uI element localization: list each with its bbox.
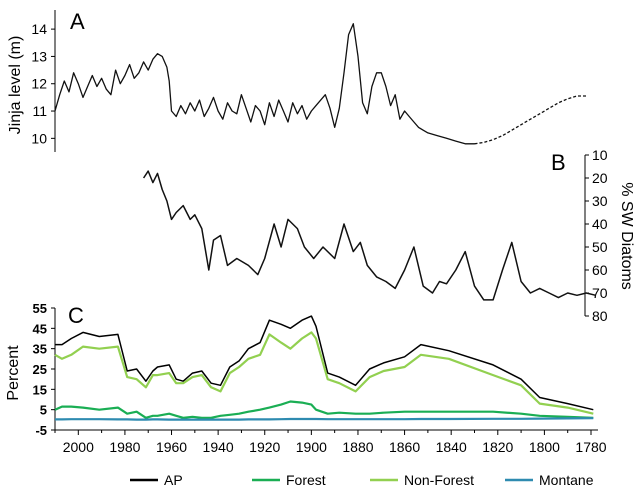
panel-c-ytick-label: 25 (33, 362, 47, 377)
panel-c-xtick-label: 1900 (296, 439, 327, 455)
legend: AP Forest Non-Forest Montane (130, 472, 594, 488)
panel-c-xtick-label: 1960 (156, 439, 187, 455)
panel-b-ytick-label: 50 (592, 239, 608, 255)
panel-c-xtick-label: 1940 (203, 439, 234, 455)
legend-label: Forest (286, 472, 326, 488)
panel-c-xtick-label: 1920 (249, 439, 280, 455)
panel-b-ytick-label: 20 (592, 170, 608, 186)
panel-c-ytick-label: 15 (33, 382, 47, 397)
panel-b-label: B (551, 150, 566, 175)
panel-a-ytick-label: 12 (31, 76, 47, 92)
panel-b-ytick-label: 60 (592, 262, 608, 278)
panel-c-xtick-label: 1780 (575, 439, 606, 455)
panel-c-series-forest (54, 400, 594, 419)
panel-c-ytick-label: 45 (33, 321, 47, 336)
panel-c-xtick-label: 2000 (63, 439, 94, 455)
panel-c-xtick-label: 1820 (482, 439, 513, 455)
panel-a: A Jinja level (m) 14 13 12 11 10 (7, 9, 587, 152)
panel-c-xtick-label: 1800 (529, 439, 560, 455)
panel-a-series-dashed (474, 95, 587, 145)
legend-label: Non-Forest (404, 472, 474, 488)
panel-c-series-non-forest (54, 331, 594, 415)
panel-c: C Percent 55 45 35 25 15 5 -5 2000 1980 1960 1940… (5, 301, 607, 455)
panel-a-ytick-label: 13 (31, 48, 47, 64)
panel-b-ytick-label: 40 (592, 216, 608, 232)
panel-c-ytick-label: 5 (40, 403, 47, 418)
panel-c-ytick-label: 35 (33, 342, 47, 357)
panel-c-label: C (68, 303, 84, 328)
panel-b-ylabel: % SW Diatoms (618, 182, 635, 290)
panel-a-ylabel: Jinja level (m) (7, 36, 24, 135)
panel-c-series-montane (55, 417, 594, 421)
panel-b-ytick-label: 30 (592, 193, 608, 209)
panel-c-ylabel: Percent (5, 345, 22, 401)
legend-item: AP (130, 472, 183, 488)
legend-item: Montane (505, 472, 594, 488)
panel-b-ytick-label: 10 (592, 147, 608, 163)
panel-b-ytick-label: 70 (592, 285, 608, 301)
panel-a-series-solid (54, 23, 475, 145)
legend-label: AP (164, 472, 183, 488)
panel-c-ytick-label: -5 (35, 423, 47, 438)
panel-a-label: A (70, 9, 85, 34)
legend-label: Montane (539, 472, 594, 488)
panel-a-ytick-label: 14 (31, 21, 47, 37)
panel-a-ytick-label: 11 (32, 103, 47, 119)
panel-b: B % SW Diatoms 10 20 30 40 50 60 70 80 (142, 147, 635, 324)
panel-a-ytick-label: 10 (31, 130, 47, 146)
legend-item: Forest (252, 472, 326, 488)
panel-b-ytick-label: 80 (592, 308, 608, 324)
legend-item: Non-Forest (370, 472, 474, 488)
panel-c-series-ap (55, 315, 594, 411)
panel-b-series (142, 170, 596, 301)
panel-c-xtick-label: 1860 (389, 439, 420, 455)
panel-c-xtick-label: 1840 (436, 439, 467, 455)
panel-c-xtick-label: 1980 (109, 439, 140, 455)
panel-c-xtick-label: 1880 (342, 439, 373, 455)
panel-c-ytick-label: 55 (33, 301, 47, 316)
